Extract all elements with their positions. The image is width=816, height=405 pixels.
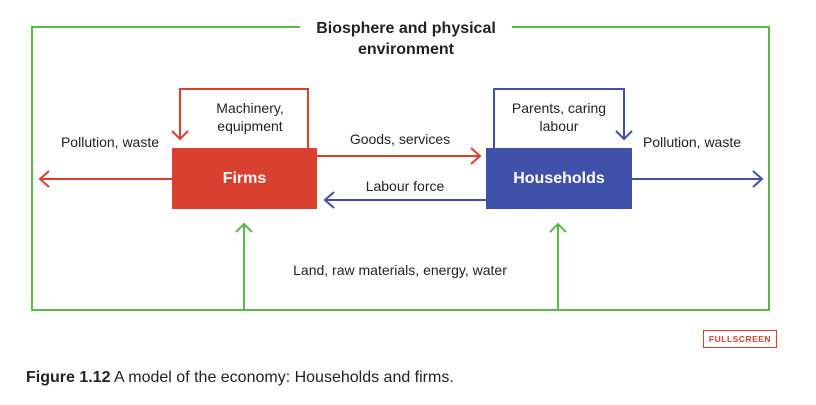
households-label: Households	[513, 169, 605, 187]
figure-caption-text: A model of the economy: Households and f…	[114, 369, 454, 386]
firms-node: Firms	[172, 148, 317, 209]
machinery-label: Machinery, equipment	[216, 100, 284, 134]
households-node: Households	[486, 148, 632, 209]
goods-services-label: Goods, services	[349, 131, 451, 147]
environment-title: Biosphere and physical environment	[300, 18, 512, 60]
resource-arrow-to-firms	[235, 222, 253, 310]
pollution-right-label: Pollution, waste	[642, 134, 742, 150]
goods-services-arrow	[317, 147, 482, 165]
environment-frame	[31, 26, 770, 311]
parents-caring-label: Parents, caring labour	[511, 100, 607, 134]
caring-loop-arrow	[493, 88, 633, 148]
households-pollution-arrow	[632, 170, 764, 188]
resources-label: Land, raw materials, energy, water	[293, 262, 507, 278]
labour-force-label: Labour force	[365, 178, 445, 194]
resource-arrow-to-households	[549, 222, 567, 310]
labour-force-arrow	[323, 191, 486, 209]
machinery-loop-arrow	[171, 88, 309, 148]
figure-caption-label: Figure 1.12	[26, 369, 111, 386]
fullscreen-button[interactable]: FULLSCREEN	[703, 330, 777, 348]
figure-caption: Figure 1.12 A model of the economy: Hous…	[26, 369, 454, 387]
firms-label: Firms	[222, 169, 267, 187]
pollution-left-label: Pollution, waste	[60, 134, 160, 150]
firms-pollution-arrow	[38, 170, 172, 188]
